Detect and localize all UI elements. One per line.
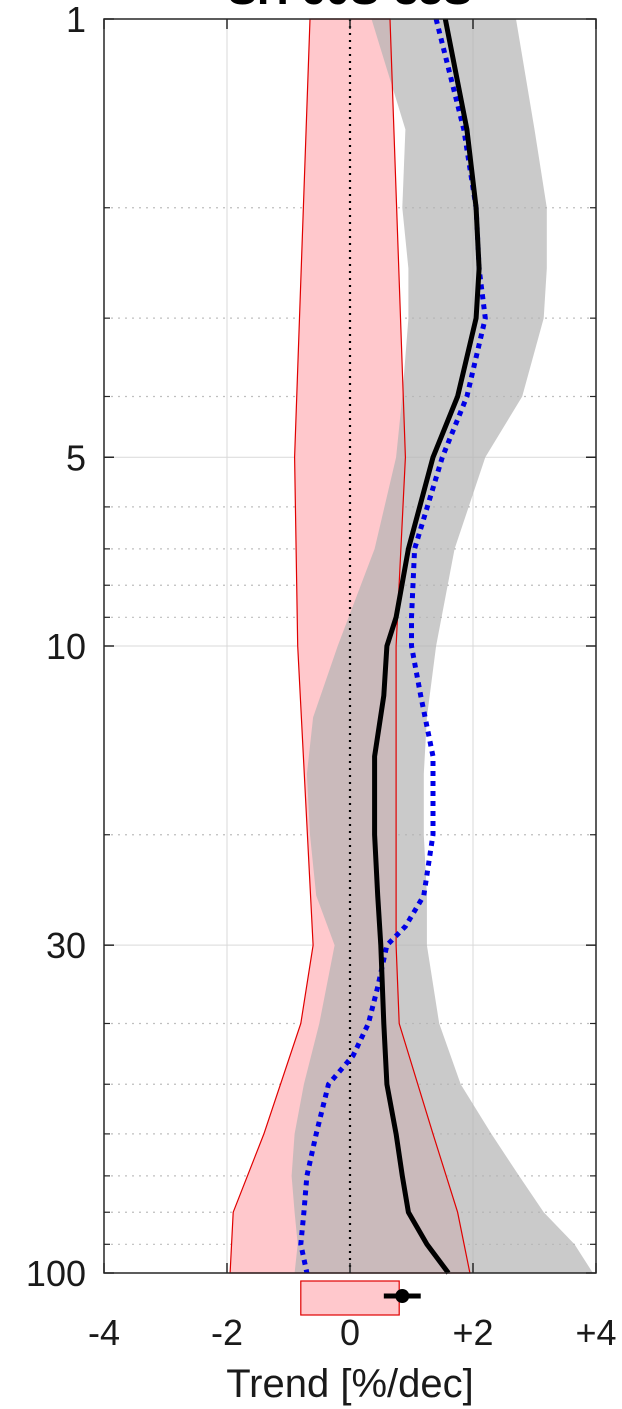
blue-dotted-trend-line xyxy=(298,18,488,1274)
y-tick-label: 100 xyxy=(26,1253,86,1294)
y-tick-label: 5 xyxy=(66,437,86,478)
x-tick-label: -4 xyxy=(88,1312,120,1353)
ticks-layer: -4 -2 0 +2 +4 1 5 10 30 100 xyxy=(26,0,617,1353)
x-tick-label: -2 xyxy=(211,1312,243,1353)
y-tick-label: 30 xyxy=(46,925,86,966)
black-trend-line xyxy=(372,18,482,1275)
x-tick-label: +4 xyxy=(575,1312,616,1353)
lines-layer xyxy=(298,18,488,1275)
x-axis-label: Trend [%/dec] xyxy=(226,1362,474,1406)
y-tick-label: 1 xyxy=(66,0,86,40)
x-tick-label: +2 xyxy=(452,1312,493,1353)
gray-uncertainty-band xyxy=(291,19,593,1273)
inset-red-box xyxy=(300,1280,400,1316)
x-tick-label: 0 xyxy=(340,1312,360,1353)
inset-layer xyxy=(300,1280,421,1316)
chart-title: SH 60S-35S xyxy=(228,0,473,14)
y-tick-label: 10 xyxy=(46,626,86,667)
inset-trend-point xyxy=(395,1289,410,1303)
